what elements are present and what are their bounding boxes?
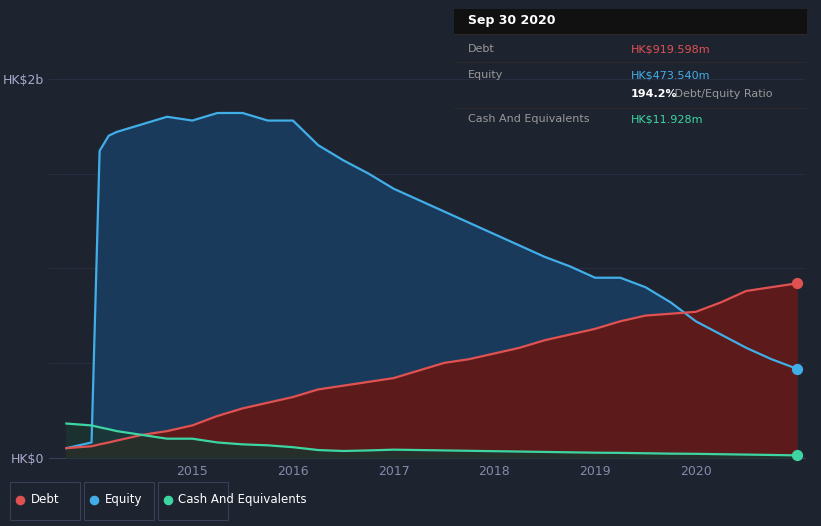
Text: Debt/Equity Ratio: Debt/Equity Ratio: [671, 89, 773, 99]
Text: Equity: Equity: [104, 493, 142, 506]
Text: HK$11.928m: HK$11.928m: [631, 114, 703, 124]
Text: Debt: Debt: [31, 493, 59, 506]
Text: HK$919.598m: HK$919.598m: [631, 44, 710, 54]
Point: [790, 451, 803, 460]
Text: 194.2%: 194.2%: [631, 89, 677, 99]
Text: Equity: Equity: [468, 70, 503, 80]
Text: Cash And Equivalents: Cash And Equivalents: [468, 114, 589, 124]
Point: [88, 495, 101, 504]
Point: [790, 279, 803, 288]
Text: HK$473.540m: HK$473.540m: [631, 70, 710, 80]
Text: Debt: Debt: [468, 44, 495, 54]
Point: [790, 365, 803, 373]
Bar: [454, 9, 807, 33]
Text: Sep 30 2020: Sep 30 2020: [468, 14, 556, 27]
Point: [161, 495, 174, 504]
Point: [14, 495, 27, 504]
Text: Cash And Equivalents: Cash And Equivalents: [178, 493, 306, 506]
